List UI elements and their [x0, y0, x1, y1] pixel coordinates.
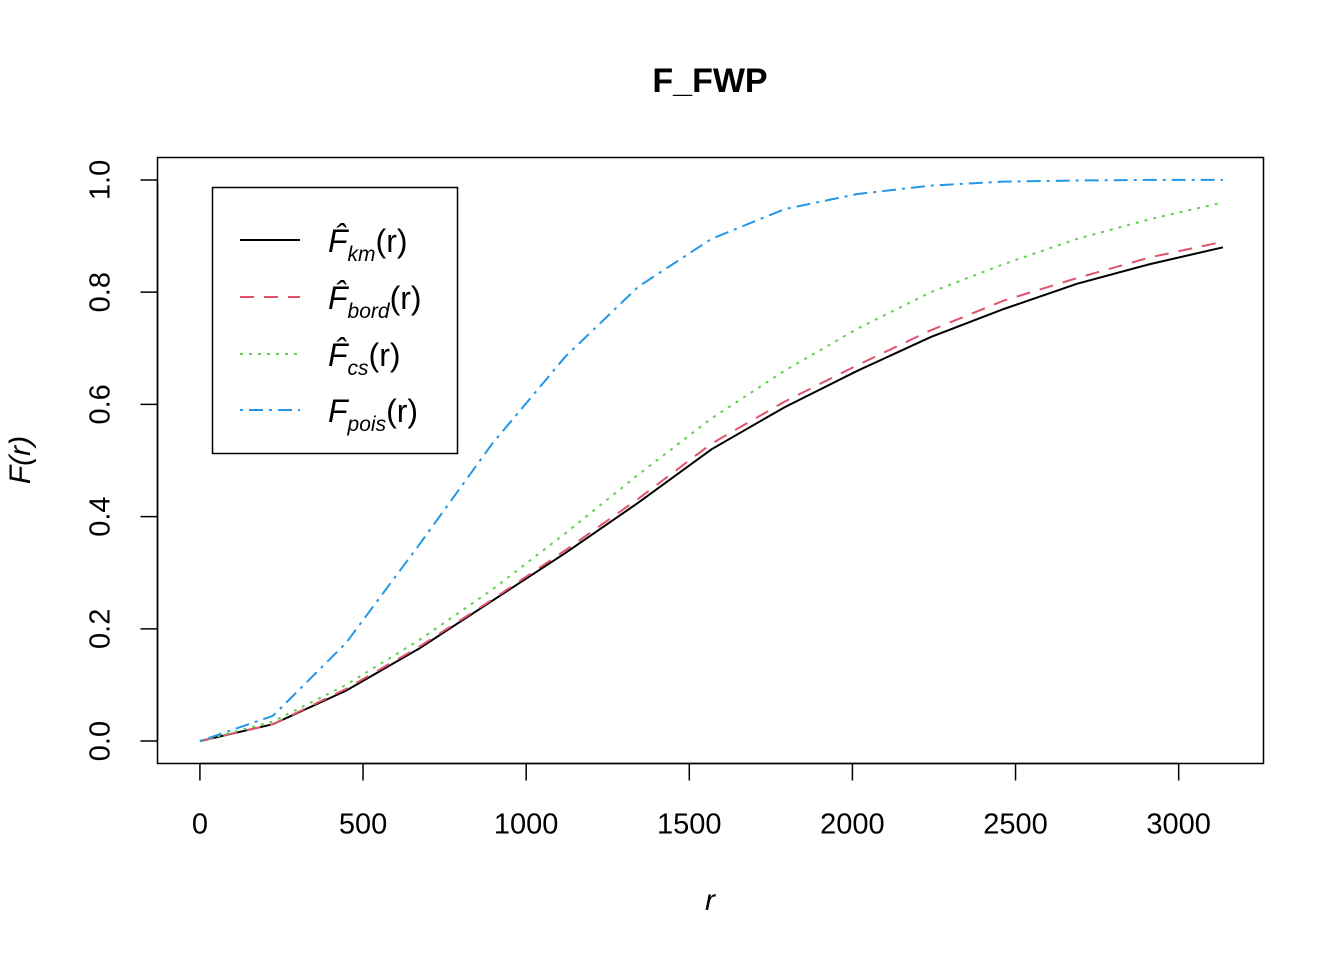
series-line-pois	[199, 178, 1223, 743]
x-tick-label: 2000	[820, 809, 885, 841]
series-layer	[199, 178, 1224, 743]
y-tick-label: 0.6	[85, 384, 117, 424]
y-tick-label: 0.0	[85, 721, 117, 761]
legend-label-bord: F̂bord(r)	[328, 280, 422, 323]
x-tick-label: 500	[339, 809, 387, 841]
series-line-bord	[199, 240, 1224, 743]
x-tick-label: 1500	[657, 809, 722, 841]
legend-label-cs: F̂cs(r)	[328, 337, 401, 380]
x-axis-label: r	[705, 884, 716, 917]
y-tick-label: 1.0	[85, 160, 117, 200]
x-tick-label: 1000	[494, 809, 559, 841]
x-axis: 0 500 1000 1500 2000 2500 3000	[192, 762, 1211, 841]
series-line-km	[199, 246, 1224, 743]
y-axis: 0.0 0.2 0.4 0.6 0.8 1.0	[85, 160, 159, 761]
y-axis-label: F(r)	[4, 436, 37, 484]
y-tick-label: 0.2	[85, 609, 117, 649]
chart-title: F_FWP	[652, 62, 767, 100]
legend: F̂km(r) F̂bord(r) F̂cs(r) Fpois(r)	[211, 186, 459, 455]
legend-label-km: F̂km(r)	[328, 223, 408, 266]
y-tick-label: 0.4	[85, 496, 117, 536]
legend-label-pois: Fpois(r)	[328, 393, 418, 436]
x-tick-label: 0	[192, 809, 208, 841]
y-tick-label: 0.8	[85, 272, 117, 312]
x-tick-label: 2500	[983, 809, 1048, 841]
x-tick-label: 3000	[1146, 809, 1211, 841]
